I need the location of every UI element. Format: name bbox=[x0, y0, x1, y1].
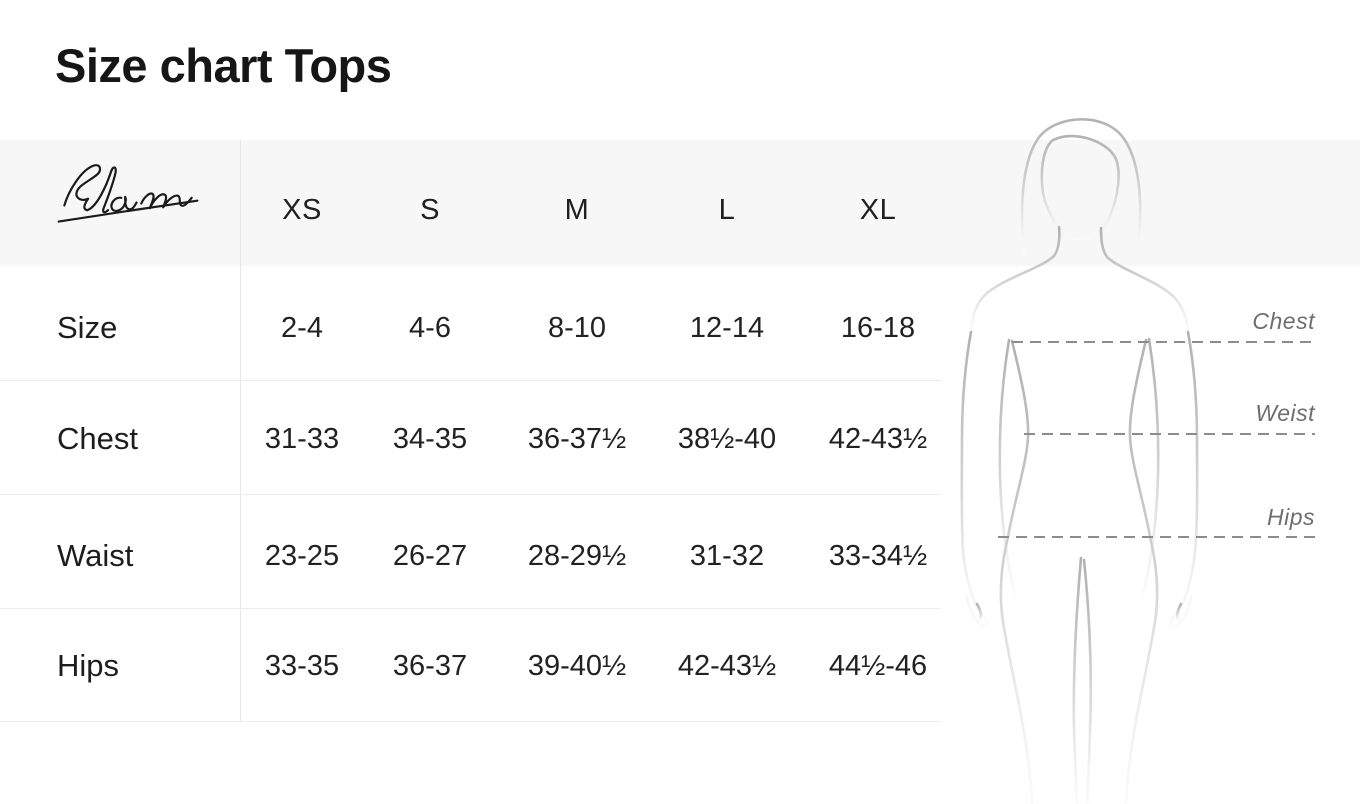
table-cell: 28-29½ bbox=[527, 540, 627, 572]
measure-line-hips bbox=[998, 536, 1315, 538]
hand-finger-right bbox=[1175, 602, 1183, 623]
arm-outer-left bbox=[960, 330, 989, 628]
measure-label-weist: Weist bbox=[1255, 400, 1315, 426]
table-row-divider bbox=[0, 721, 941, 722]
size-header-m: M bbox=[564, 194, 590, 226]
table-cell: 38½-40 bbox=[677, 423, 777, 455]
torso-leg-left bbox=[999, 339, 1034, 804]
table-row-divider bbox=[0, 380, 941, 381]
brand-logo-signature-icon bbox=[57, 164, 199, 223]
table-row-divider bbox=[0, 608, 941, 609]
size-header-xl: XL bbox=[859, 194, 897, 226]
table-cell: 16-18 bbox=[840, 312, 916, 344]
measure-line-weist bbox=[1024, 433, 1315, 435]
table-cell: 23-25 bbox=[264, 540, 340, 572]
row-label-size: Size bbox=[57, 310, 118, 345]
size-header-s: S bbox=[420, 194, 440, 226]
table-cell: 42-43½ bbox=[677, 650, 777, 682]
row-label-chest: Chest bbox=[57, 421, 138, 456]
table-cell: 26-27 bbox=[392, 540, 468, 572]
table-cell: 36-37 bbox=[392, 650, 468, 682]
table-cell: 36-37½ bbox=[527, 423, 627, 455]
table-cell: 12-14 bbox=[689, 312, 765, 344]
table-cell: 34-35 bbox=[392, 423, 468, 455]
torso-leg-right bbox=[1124, 338, 1159, 804]
table-cell: 33-35 bbox=[264, 650, 340, 682]
measure-label-chest: Chest bbox=[1252, 308, 1315, 334]
arm-inner-left bbox=[998, 338, 1017, 596]
row-label-waist: Waist bbox=[57, 538, 134, 573]
measure-line-chest bbox=[1012, 341, 1315, 343]
size-header-xs: XS bbox=[282, 194, 322, 226]
page-title: Size chart Tops bbox=[55, 39, 392, 92]
neck-shoulder-left bbox=[969, 225, 1061, 334]
hand-finger-left bbox=[975, 602, 983, 623]
measure-label-hips: Hips bbox=[1266, 504, 1315, 530]
leg-seam-right bbox=[1082, 558, 1093, 804]
table-cell: 39-40½ bbox=[527, 650, 627, 682]
neck-shoulder-right bbox=[1099, 226, 1190, 334]
body-silhouette-illustration bbox=[960, 118, 1199, 804]
arm-inner-right bbox=[1141, 337, 1160, 596]
table-cell: 31-33 bbox=[264, 423, 340, 455]
table-cell: 2-4 bbox=[281, 312, 323, 344]
table-cell: 42-43½ bbox=[828, 423, 928, 455]
table-column-divider bbox=[240, 140, 241, 721]
row-label-hips: Hips bbox=[57, 648, 120, 683]
table-cell: 4-6 bbox=[409, 312, 451, 344]
table-row-divider bbox=[0, 494, 941, 495]
leg-seam-left bbox=[1072, 556, 1083, 804]
table-cell: 44½-46 bbox=[828, 650, 928, 682]
table-cell: 33-34½ bbox=[828, 540, 928, 572]
face-outline bbox=[1040, 134, 1120, 241]
hair-outline bbox=[1020, 118, 1142, 254]
table-cell: 31-32 bbox=[689, 540, 765, 572]
table-cell: 8-10 bbox=[547, 312, 607, 344]
arm-outer-right bbox=[1169, 330, 1199, 628]
size-header-l: L bbox=[718, 194, 736, 226]
